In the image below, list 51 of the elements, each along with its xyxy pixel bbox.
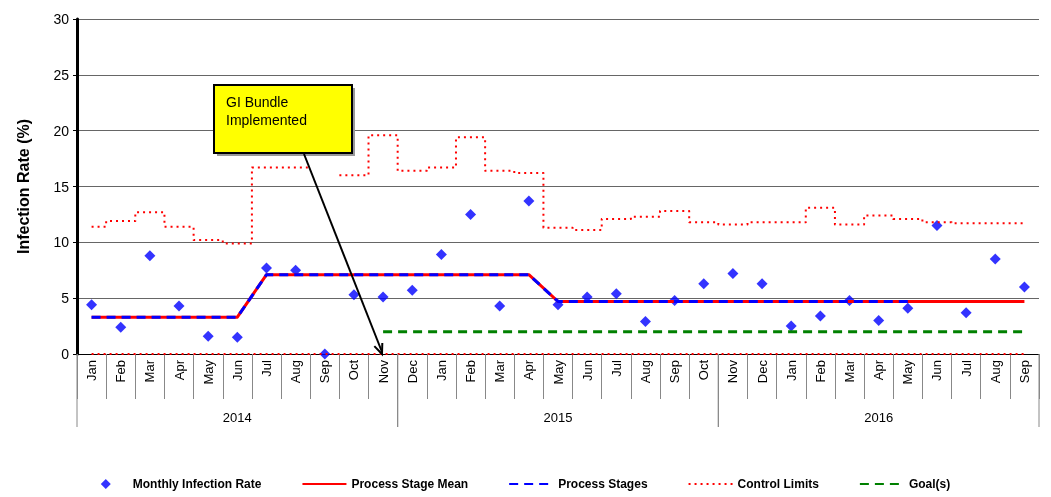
x-tick-label: May [550,359,566,385]
x-tick-label: Aug [987,360,1003,384]
x-tick-label: Jan [433,360,449,381]
y-tick-label: 30 [53,11,70,27]
x-tick-label: Mar [842,359,858,383]
x-tick-label: Apr [521,359,537,381]
x-tick-label: Mar [492,359,508,383]
annotation: GI Bundle Implemented [226,94,307,128]
x-tick-label: Jan [783,360,799,381]
x-tick-label: Apr [171,359,187,381]
y-tick-label: 5 [61,290,70,307]
x-tick-label: Jul [958,359,974,377]
x-tick-label: Aug [288,360,304,384]
x-tick-label: Mar [142,359,158,383]
x-tick-label: Oct [346,359,362,381]
x-tick-label: Dec [404,359,420,384]
legend-label: Control Limits [737,477,820,491]
x-tick-label: Feb [812,360,828,383]
legend-label: Goal(s) [908,477,951,491]
y-tick-label: 20 [53,122,70,139]
x-tick-label: Jun [229,360,245,381]
x-tick-label: Apr [871,359,887,381]
callout: GI Bundle Implemented [213,84,384,357]
y-tick-label: 15 [53,178,70,195]
x-tick-label: Jan [84,360,100,381]
text: 2016 [864,410,894,425]
text: 2015 [543,410,573,425]
x-tick-label: Nov [725,359,741,384]
x-tick-label: Sep [1016,360,1032,384]
legend-label: Process Stage Mean [351,477,469,491]
x-tick-label: Feb [113,360,129,383]
y-tick-label: 10 [53,234,70,251]
x-tick-label: Jun [929,360,945,381]
x-tick-label: May [900,359,916,385]
x-tick-label: Jul [608,359,624,377]
y-axis-title: Infection Rate (%) [14,118,32,255]
x-tick-label: Dec [754,359,770,384]
legend-label: Process Stages [558,477,648,491]
x-tick-label: Jun [579,360,595,381]
x-tick-label: Feb [463,360,479,383]
x-tick-label: Sep [667,360,683,384]
x-tick-label: Oct [696,359,712,381]
y-tick-label: 0 [61,346,70,362]
text: 2014 [222,410,252,425]
x-tick-label: Nov [375,359,391,384]
x-tick-label: Sep [317,360,333,384]
legend-label: Monthly Infection Rate [132,477,262,491]
x-tick-label: Jul [258,359,274,377]
x-tick-label: Aug [637,360,653,384]
y-tick-label: 25 [53,66,70,83]
x-tick-label: May [200,359,216,385]
